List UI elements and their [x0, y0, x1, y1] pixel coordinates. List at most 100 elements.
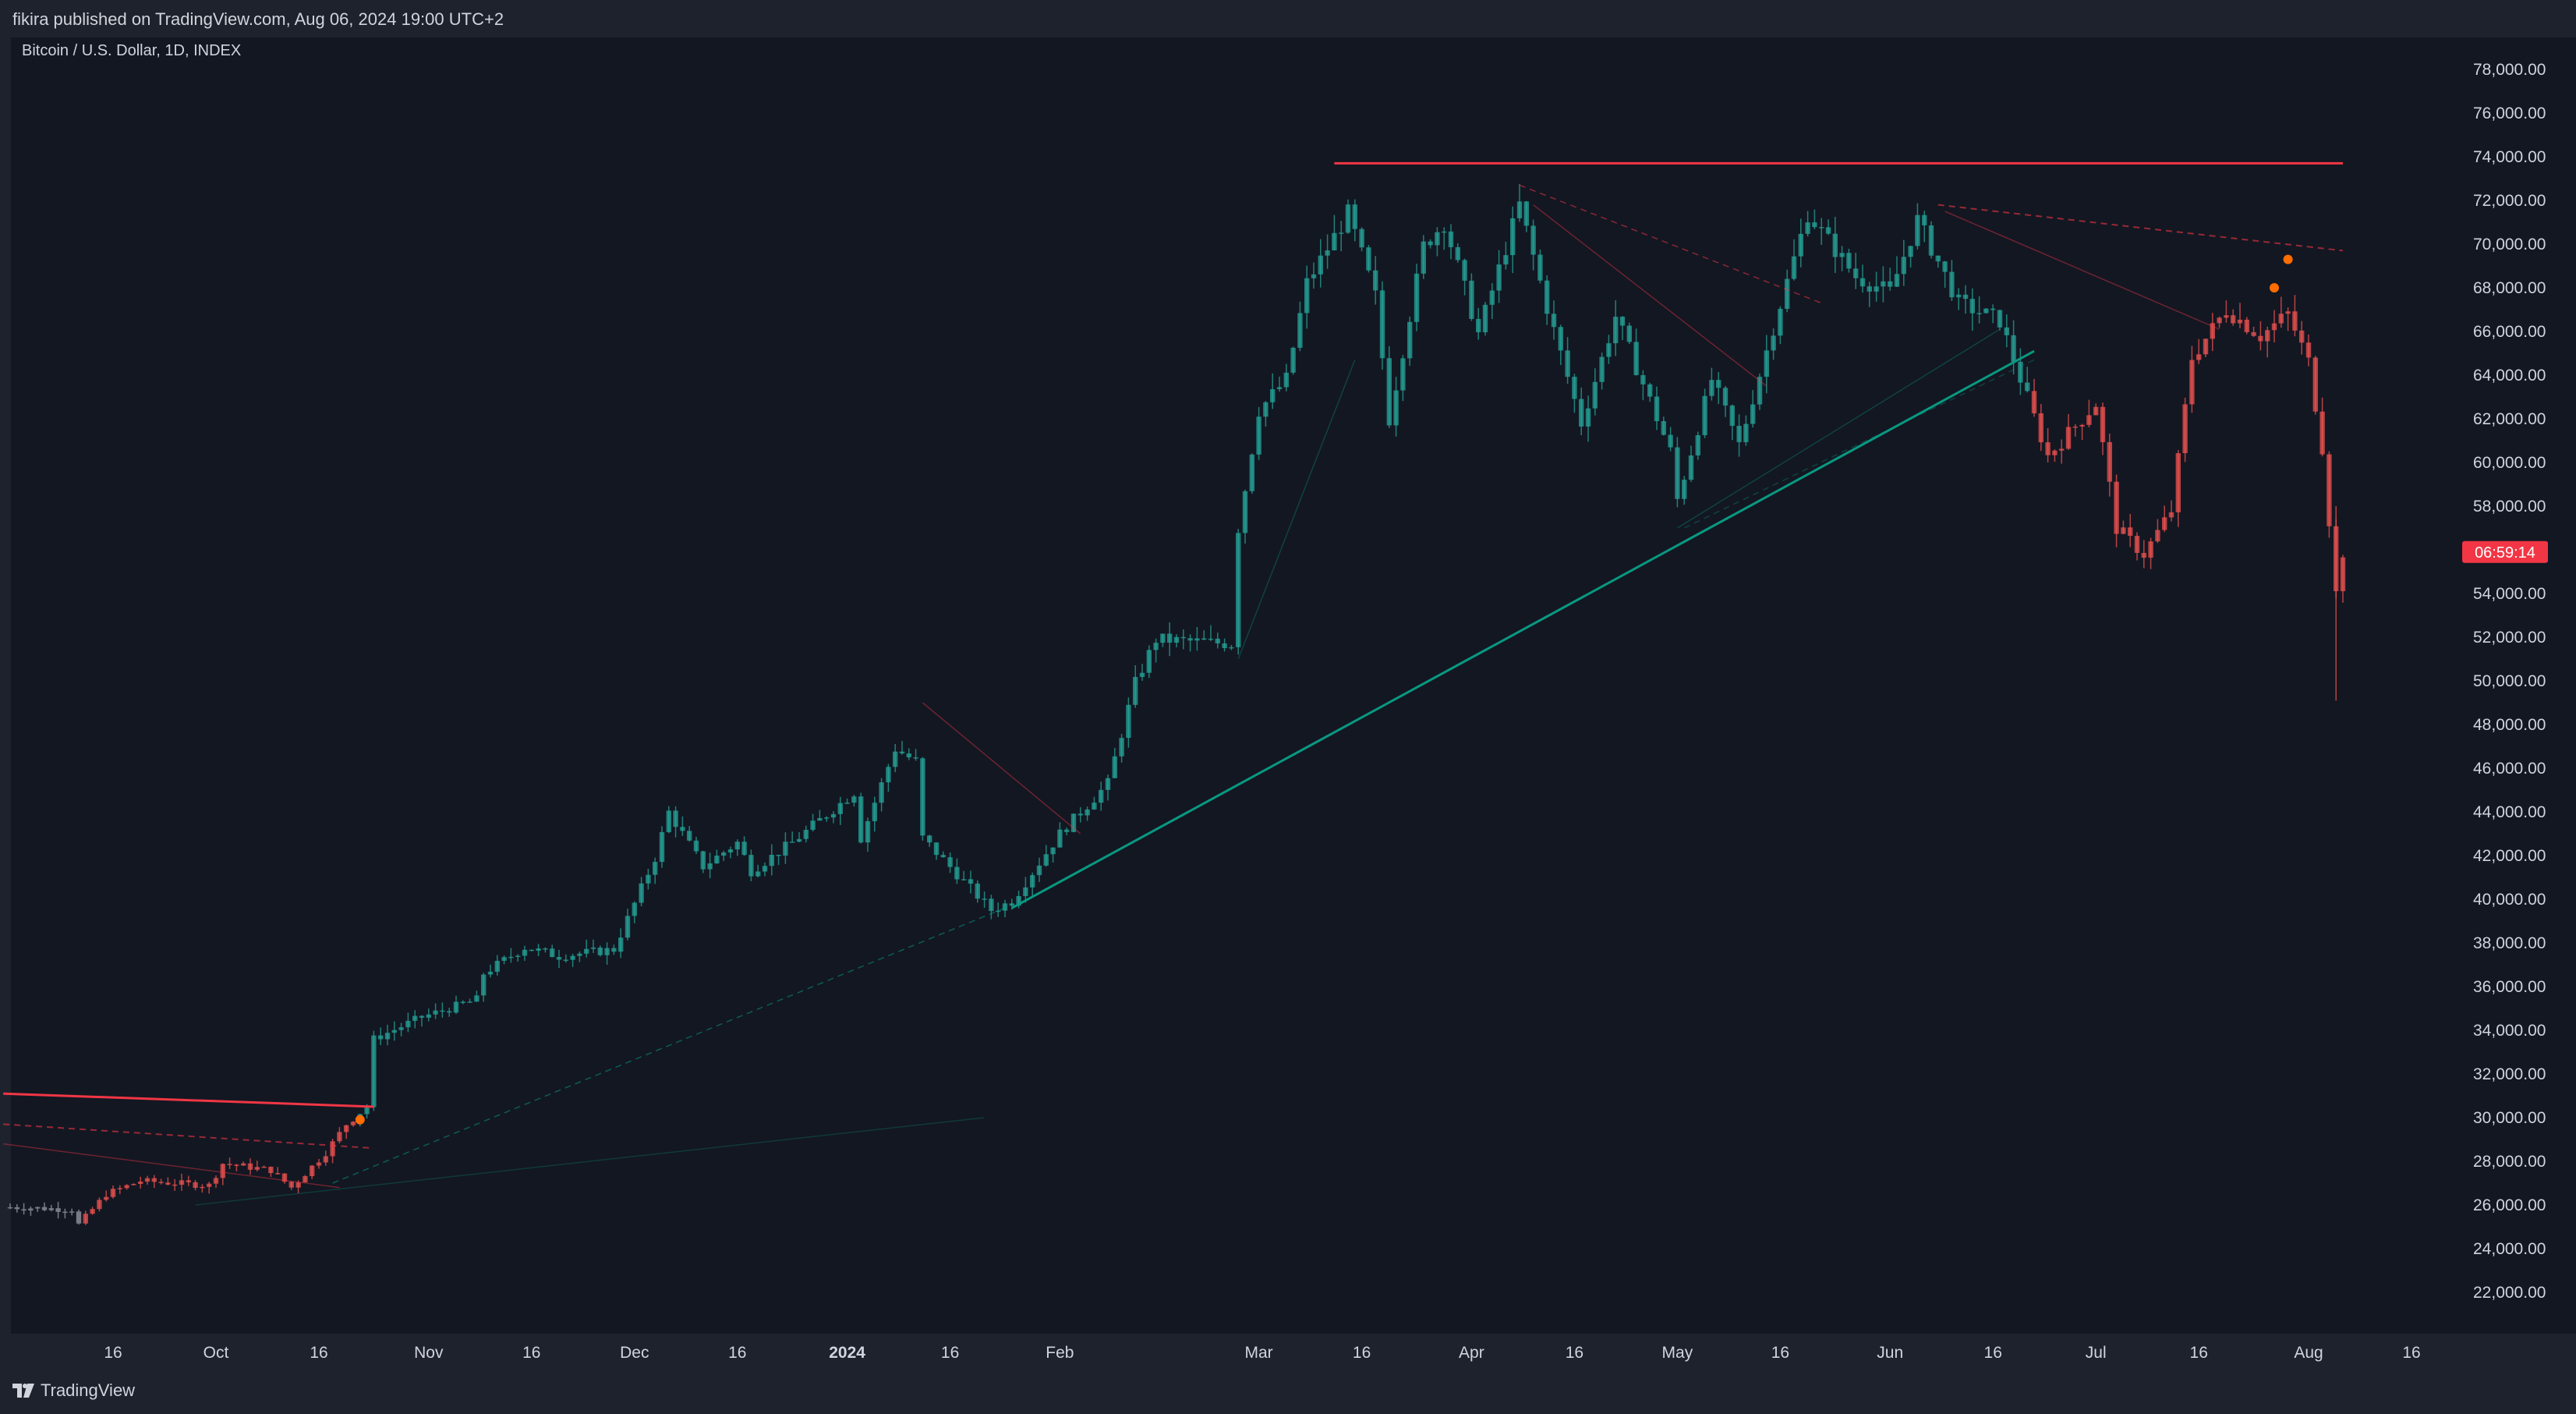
- candle: [1386, 346, 1392, 428]
- candle: [515, 954, 521, 962]
- candle: [1455, 243, 1460, 263]
- candle: [550, 944, 555, 958]
- candle: [597, 945, 603, 957]
- trendline[interactable]: [3, 1123, 374, 1150]
- candle: [1976, 296, 1982, 324]
- candle: [2086, 399, 2092, 427]
- candle: [2210, 313, 2215, 352]
- trendline[interactable]: [1677, 328, 2001, 529]
- candle: [330, 1139, 335, 1164]
- y-tick-label: 60,000.00: [2473, 454, 2546, 472]
- candle: [1359, 227, 1364, 252]
- candle: [1510, 206, 1516, 274]
- candle: [968, 870, 974, 894]
- y-tick-label: 32,000.00: [2473, 1065, 2546, 1083]
- candle: [1558, 324, 1563, 366]
- candle: [1668, 427, 1673, 452]
- candle: [501, 955, 507, 965]
- price-axis[interactable]: [2462, 37, 2576, 1334]
- trendline[interactable]: [1237, 360, 1356, 660]
- candle: [1565, 337, 1570, 385]
- y-tick-label: 48,000.00: [2473, 716, 2546, 734]
- candle: [913, 749, 918, 761]
- candle: [1619, 316, 1626, 340]
- candle: [996, 902, 1001, 917]
- tradingview-brand[interactable]: TradingView: [12, 1380, 135, 1401]
- y-tick-label: 58,000.00: [2473, 498, 2546, 516]
- candle: [659, 826, 665, 868]
- candle: [1819, 218, 1824, 246]
- candle: [467, 998, 472, 1003]
- candle: [886, 764, 891, 792]
- candle: [1888, 268, 1893, 291]
- candle: [2224, 300, 2229, 323]
- candle: [803, 825, 809, 843]
- candle: [151, 1175, 157, 1188]
- candle: [1675, 437, 1680, 508]
- candle: [1626, 322, 1632, 345]
- candle: [316, 1158, 322, 1169]
- candle: [783, 832, 788, 864]
- candle: [207, 1182, 212, 1194]
- candle: [1688, 445, 1694, 482]
- candle: [604, 942, 610, 965]
- trendline[interactable]: [1937, 204, 2344, 252]
- candle: [947, 852, 953, 874]
- candle: [2059, 439, 2065, 464]
- candle: [776, 854, 781, 865]
- trendline[interactable]: [195, 1117, 985, 1206]
- trendline[interactable]: [1944, 211, 2220, 330]
- candle: [1702, 388, 1707, 438]
- candle: [2011, 320, 2016, 375]
- candle: [632, 901, 637, 923]
- candle: [391, 1021, 397, 1041]
- candle: [2271, 310, 2277, 342]
- candle: [323, 1150, 328, 1166]
- trendline[interactable]: [922, 702, 1081, 835]
- candle: [275, 1167, 281, 1175]
- candle: [1798, 218, 1803, 268]
- y-tick-label: 34,000.00: [2473, 1022, 2546, 1040]
- candle: [1867, 282, 1872, 307]
- candle: [796, 831, 802, 843]
- candle: [1270, 373, 1276, 409]
- candle: [1139, 664, 1145, 681]
- candle: [556, 949, 562, 969]
- candle: [2258, 321, 2263, 351]
- trendline[interactable]: [1533, 204, 1767, 387]
- x-tick-label: 16: [1353, 1344, 1371, 1362]
- candle: [344, 1125, 349, 1139]
- candle: [241, 1161, 246, 1166]
- y-tick-label: 42,000.00: [2473, 847, 2546, 865]
- candle: [1043, 845, 1049, 867]
- chart-pane[interactable]: [11, 37, 2462, 1334]
- candle: [76, 1209, 82, 1225]
- trendline[interactable]: [1011, 349, 2035, 909]
- candle: [1050, 847, 1056, 863]
- candle: [2004, 314, 2009, 348]
- candle: [1962, 285, 1969, 314]
- candle: [1716, 371, 1721, 404]
- x-tick-label: Apr: [1459, 1344, 1484, 1362]
- candle: [1469, 273, 1474, 321]
- trendline[interactable]: [3, 1092, 374, 1108]
- trendline[interactable]: [3, 1143, 340, 1189]
- trendline-annotations: [3, 161, 2344, 1206]
- y-tick-labels: 78,000.00 76,000.00 74,000.00 72,000.00 70,0…: [2473, 61, 2546, 1302]
- candle: [810, 813, 816, 832]
- x-tick-label: 16: [1771, 1344, 1789, 1362]
- candle: [1373, 256, 1378, 305]
- candle: [1928, 221, 1934, 259]
- candle: [7, 1203, 13, 1210]
- candle: [1516, 183, 1523, 222]
- candle: [234, 1164, 239, 1171]
- candle: [2052, 449, 2058, 462]
- candle: [693, 836, 699, 855]
- pivot-marker: [2270, 283, 2279, 292]
- trendline[interactable]: [1683, 359, 2035, 529]
- trendline[interactable]: [1519, 184, 1822, 304]
- candle: [310, 1164, 315, 1179]
- candle: [1304, 265, 1310, 329]
- trendline[interactable]: [332, 907, 1006, 1184]
